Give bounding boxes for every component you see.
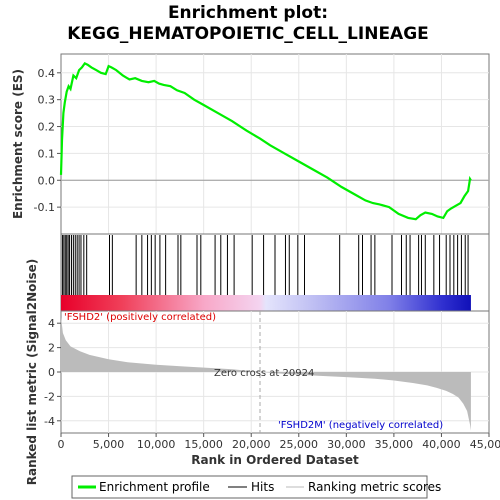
metric-tick-label: 2 [48,342,55,355]
es-tick-label: 0.2 [38,121,56,134]
x-tick-label: 20,000 [232,438,271,451]
legend-box [71,475,428,499]
chart-subtitle: KEGG_HEMATOPOIETIC_CELL_LINEAGE [67,24,429,44]
rank-color-bar [61,295,471,311]
x-tick-label: 40,000 [422,438,461,451]
es-tick-label: 0.4 [38,67,56,80]
hits-panel [60,233,490,312]
es-y-axis-label: Enrichment score (ES) [11,69,25,219]
x-tick-label: 25,000 [280,438,319,451]
x-tick-label: 45,000 [470,438,500,451]
x-tick-label: 0 [58,438,65,451]
ranking-metric-area [61,317,471,431]
es-tick-label: 0.3 [38,94,56,107]
x-axis-ticks: 0 5,000 10,000 15,000 20,000 25,000 30,000 35,0… [58,433,500,451]
es-y-ticks: -0.1 0.0 0.1 0.2 0.3 0.4 [34,67,61,214]
legend: Enrichment profile Hits Ranking metric s… [71,475,441,499]
es-tick-label: 0.1 [38,147,56,160]
es-panel: -0.1 0.0 0.1 0.2 0.3 0.4 Enrichment score (ES… [11,53,490,235]
metric-tick-label: 0 [48,366,55,379]
zero-cross-label: Zero cross at 20924 [214,368,314,379]
chart-title: Enrichment plot: [168,3,328,23]
es-panel-frame [60,53,490,235]
legend-hits-label: Hits [251,480,274,494]
x-tick-label: 15,000 [184,438,223,451]
metric-tick-label: -2 [44,390,55,403]
legend-enrichment-label: Enrichment profile [99,480,210,494]
es-tick-label: 0.0 [38,174,56,187]
x-axis-label: Rank in Ordered Dataset [191,453,359,467]
hit-markers [61,235,469,295]
metric-tick-label: -4 [44,415,55,428]
x-tick-label: 35,000 [375,438,414,451]
positive-correlation-label: 'FSHD2' (positively correlated) [64,312,216,323]
enrichment-profile-line [59,62,472,221]
es-tick-label: -0.1 [34,201,55,214]
x-tick-label: 10,000 [137,438,176,451]
legend-metric-label: Ranking metric scores [308,480,441,494]
metric-y-axis-label: Ranked list metric (Signal2Noise) [25,259,39,486]
x-tick-label: 5,000 [93,438,125,451]
x-tick-label: 30,000 [327,438,366,451]
metric-tick-label: 4 [48,317,55,330]
negative-correlation-label: 'FSHD2M' (negatively correlated) [278,420,443,431]
metric-y-ticks: -4 -2 0 2 4 [44,317,61,428]
